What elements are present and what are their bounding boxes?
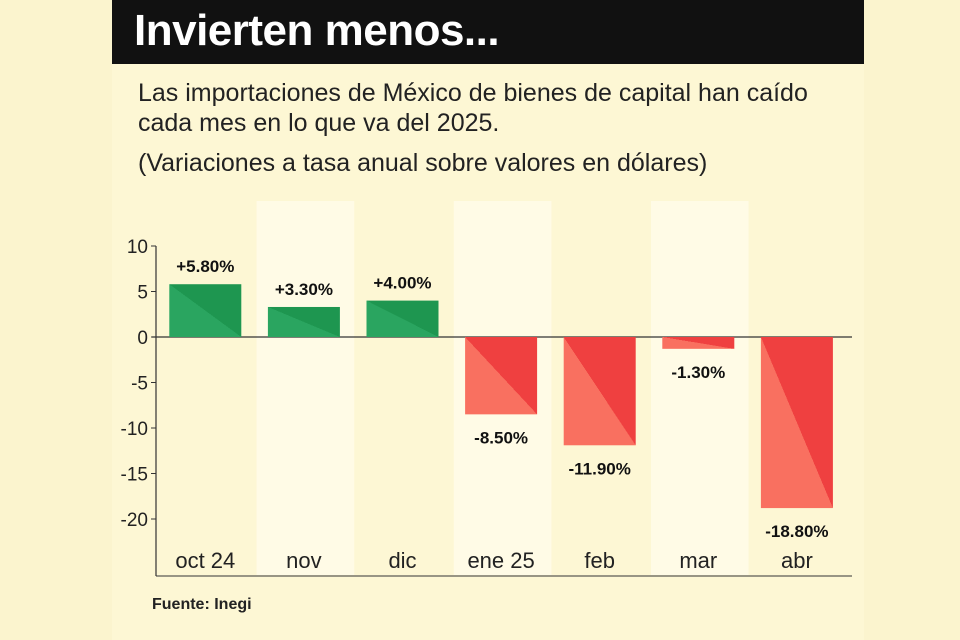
y-tick-label: -5 <box>131 374 148 395</box>
category-label: nov <box>286 548 321 573</box>
y-tick-label: 0 <box>137 328 148 349</box>
bar-feb <box>563 337 636 446</box>
y-tick-label: -15 <box>121 465 148 486</box>
chart-title: Invierten menos... <box>134 6 500 55</box>
y-tick-label: 10 <box>127 237 148 258</box>
bar-chart: 10 5 0 -5 -10 -15 -20 +5.80% oct 24 +3.30% nov +4.0… <box>121 201 852 577</box>
category-label: dic <box>388 548 416 573</box>
category-label: feb <box>584 548 615 573</box>
bar-mar <box>662 337 735 349</box>
right-margin <box>864 0 960 640</box>
infographic-card: Invierten menos... Las importaciones de … <box>112 0 864 640</box>
left-margin <box>0 0 112 640</box>
column-band <box>651 201 749 575</box>
y-tick-label: 5 <box>137 283 148 304</box>
data-label: +3.30% <box>275 280 333 299</box>
units-note: (Variaciones a tasa anual sobre valores … <box>138 149 708 177</box>
column-band <box>256 201 355 575</box>
data-label: +5.80% <box>176 257 234 276</box>
y-tick-label: -10 <box>121 419 148 440</box>
y-tick-label: -20 <box>121 510 148 531</box>
chart-subtitle: Las importaciones de México de bienes de… <box>138 79 808 137</box>
data-label: -1.30% <box>671 363 725 382</box>
data-label: -18.80% <box>765 522 828 541</box>
source-note: Fuente: Inegi <box>152 596 252 613</box>
data-label: +4.00% <box>373 274 431 293</box>
bar-oct-24 <box>169 284 242 337</box>
category-label: abr <box>781 548 813 573</box>
bar-nov <box>267 306 340 337</box>
bar-dic <box>366 300 439 337</box>
bar-abr <box>760 337 833 509</box>
category-label: ene 25 <box>467 548 534 573</box>
category-label: oct 24 <box>175 548 235 573</box>
data-label: -8.50% <box>474 428 528 447</box>
category-label: mar <box>679 548 717 573</box>
data-label: -11.90% <box>569 459 631 478</box>
header-bar: Invierten menos... <box>112 0 864 64</box>
bar-ene-25 <box>465 337 538 415</box>
